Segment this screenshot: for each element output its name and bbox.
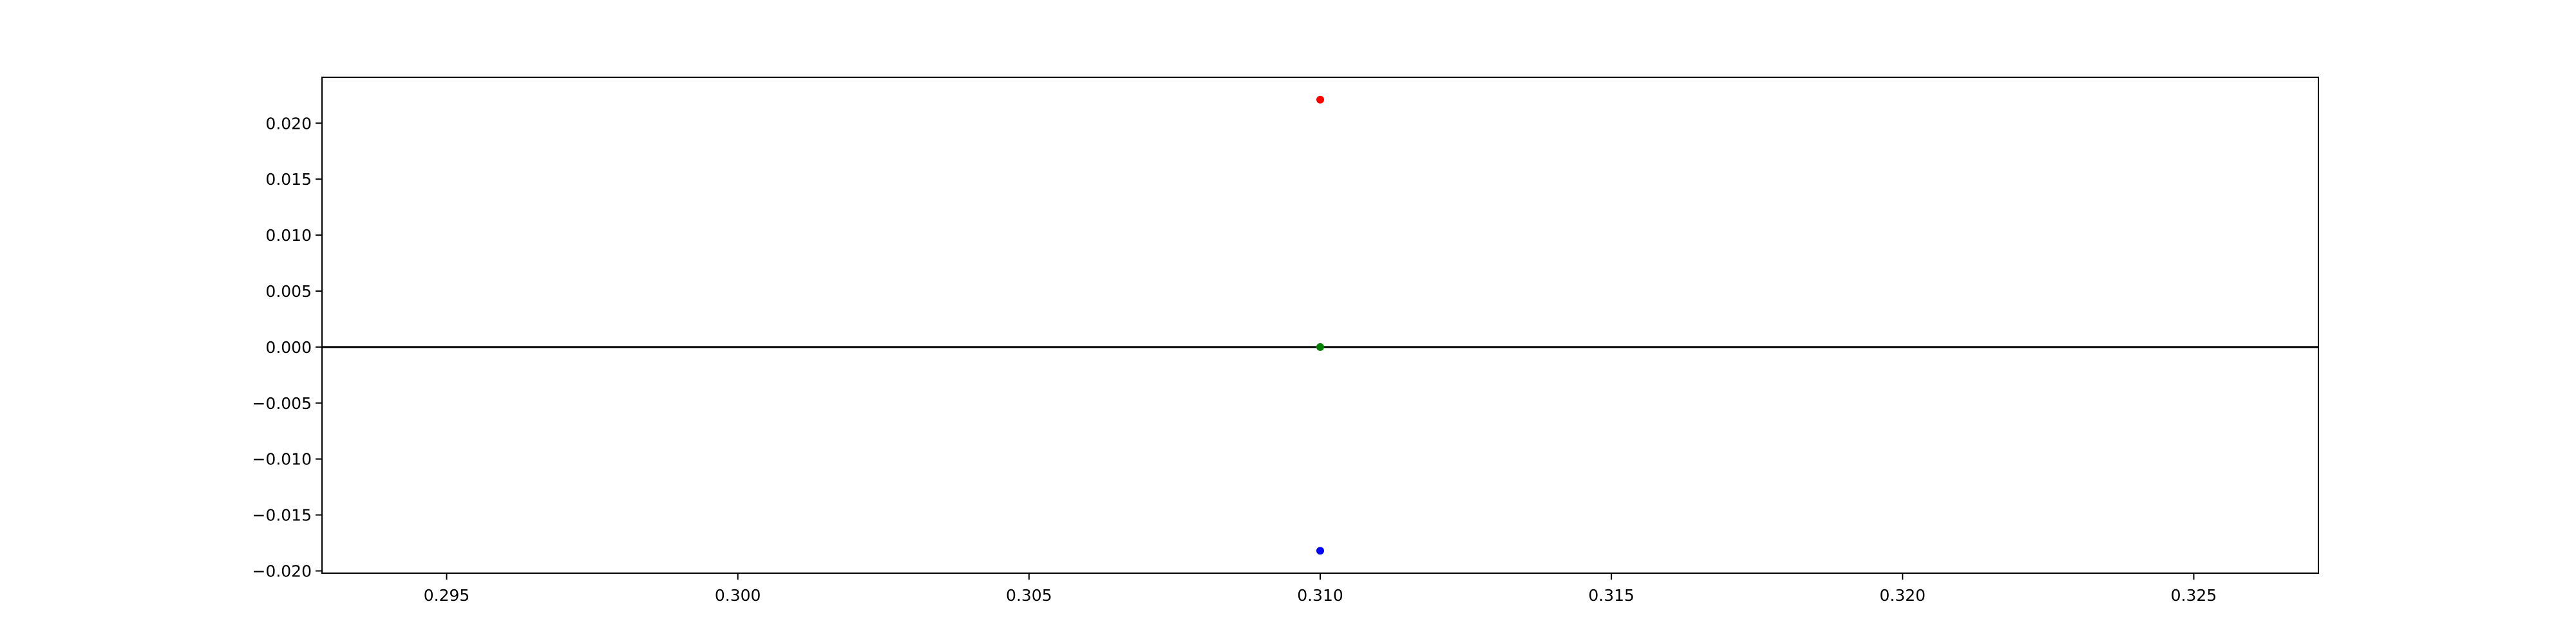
x-tick-label: 0.325 xyxy=(2171,586,2217,605)
data-points xyxy=(1316,95,1324,555)
y-tick-label: 0.010 xyxy=(265,226,312,245)
y-tick-label: 0.020 xyxy=(265,114,312,133)
scatter-point xyxy=(1316,95,1324,104)
plot-area-frame xyxy=(321,77,2319,574)
y-tick-label: 0.000 xyxy=(265,338,312,357)
y-tick-label: −0.005 xyxy=(252,394,312,413)
scatter-point xyxy=(1316,547,1324,555)
y-tick-label: 0.015 xyxy=(265,170,312,189)
x-tick-label: 0.315 xyxy=(1588,586,1634,605)
y-tick-label: 0.005 xyxy=(265,282,312,301)
scatter-point xyxy=(1316,343,1324,351)
x-tick-label: 0.310 xyxy=(1297,586,1343,605)
x-tick-label: 0.320 xyxy=(1880,586,1926,605)
x-axis: 0.295 0.300 0.305 0.310 0.315 0.320 0.325 xyxy=(424,573,2217,605)
x-tick-label: 0.305 xyxy=(1006,586,1052,605)
y-tick-label: −0.015 xyxy=(252,506,312,525)
x-tick-label: 0.295 xyxy=(424,586,470,605)
y-axis: 0.020 0.015 0.010 0.005 0.000 −0.005 −0.010 −0.… xyxy=(252,114,322,581)
x-tick-label: 0.300 xyxy=(715,586,761,605)
y-tick-label: −0.010 xyxy=(252,450,312,469)
y-tick-label: −0.020 xyxy=(252,562,312,581)
